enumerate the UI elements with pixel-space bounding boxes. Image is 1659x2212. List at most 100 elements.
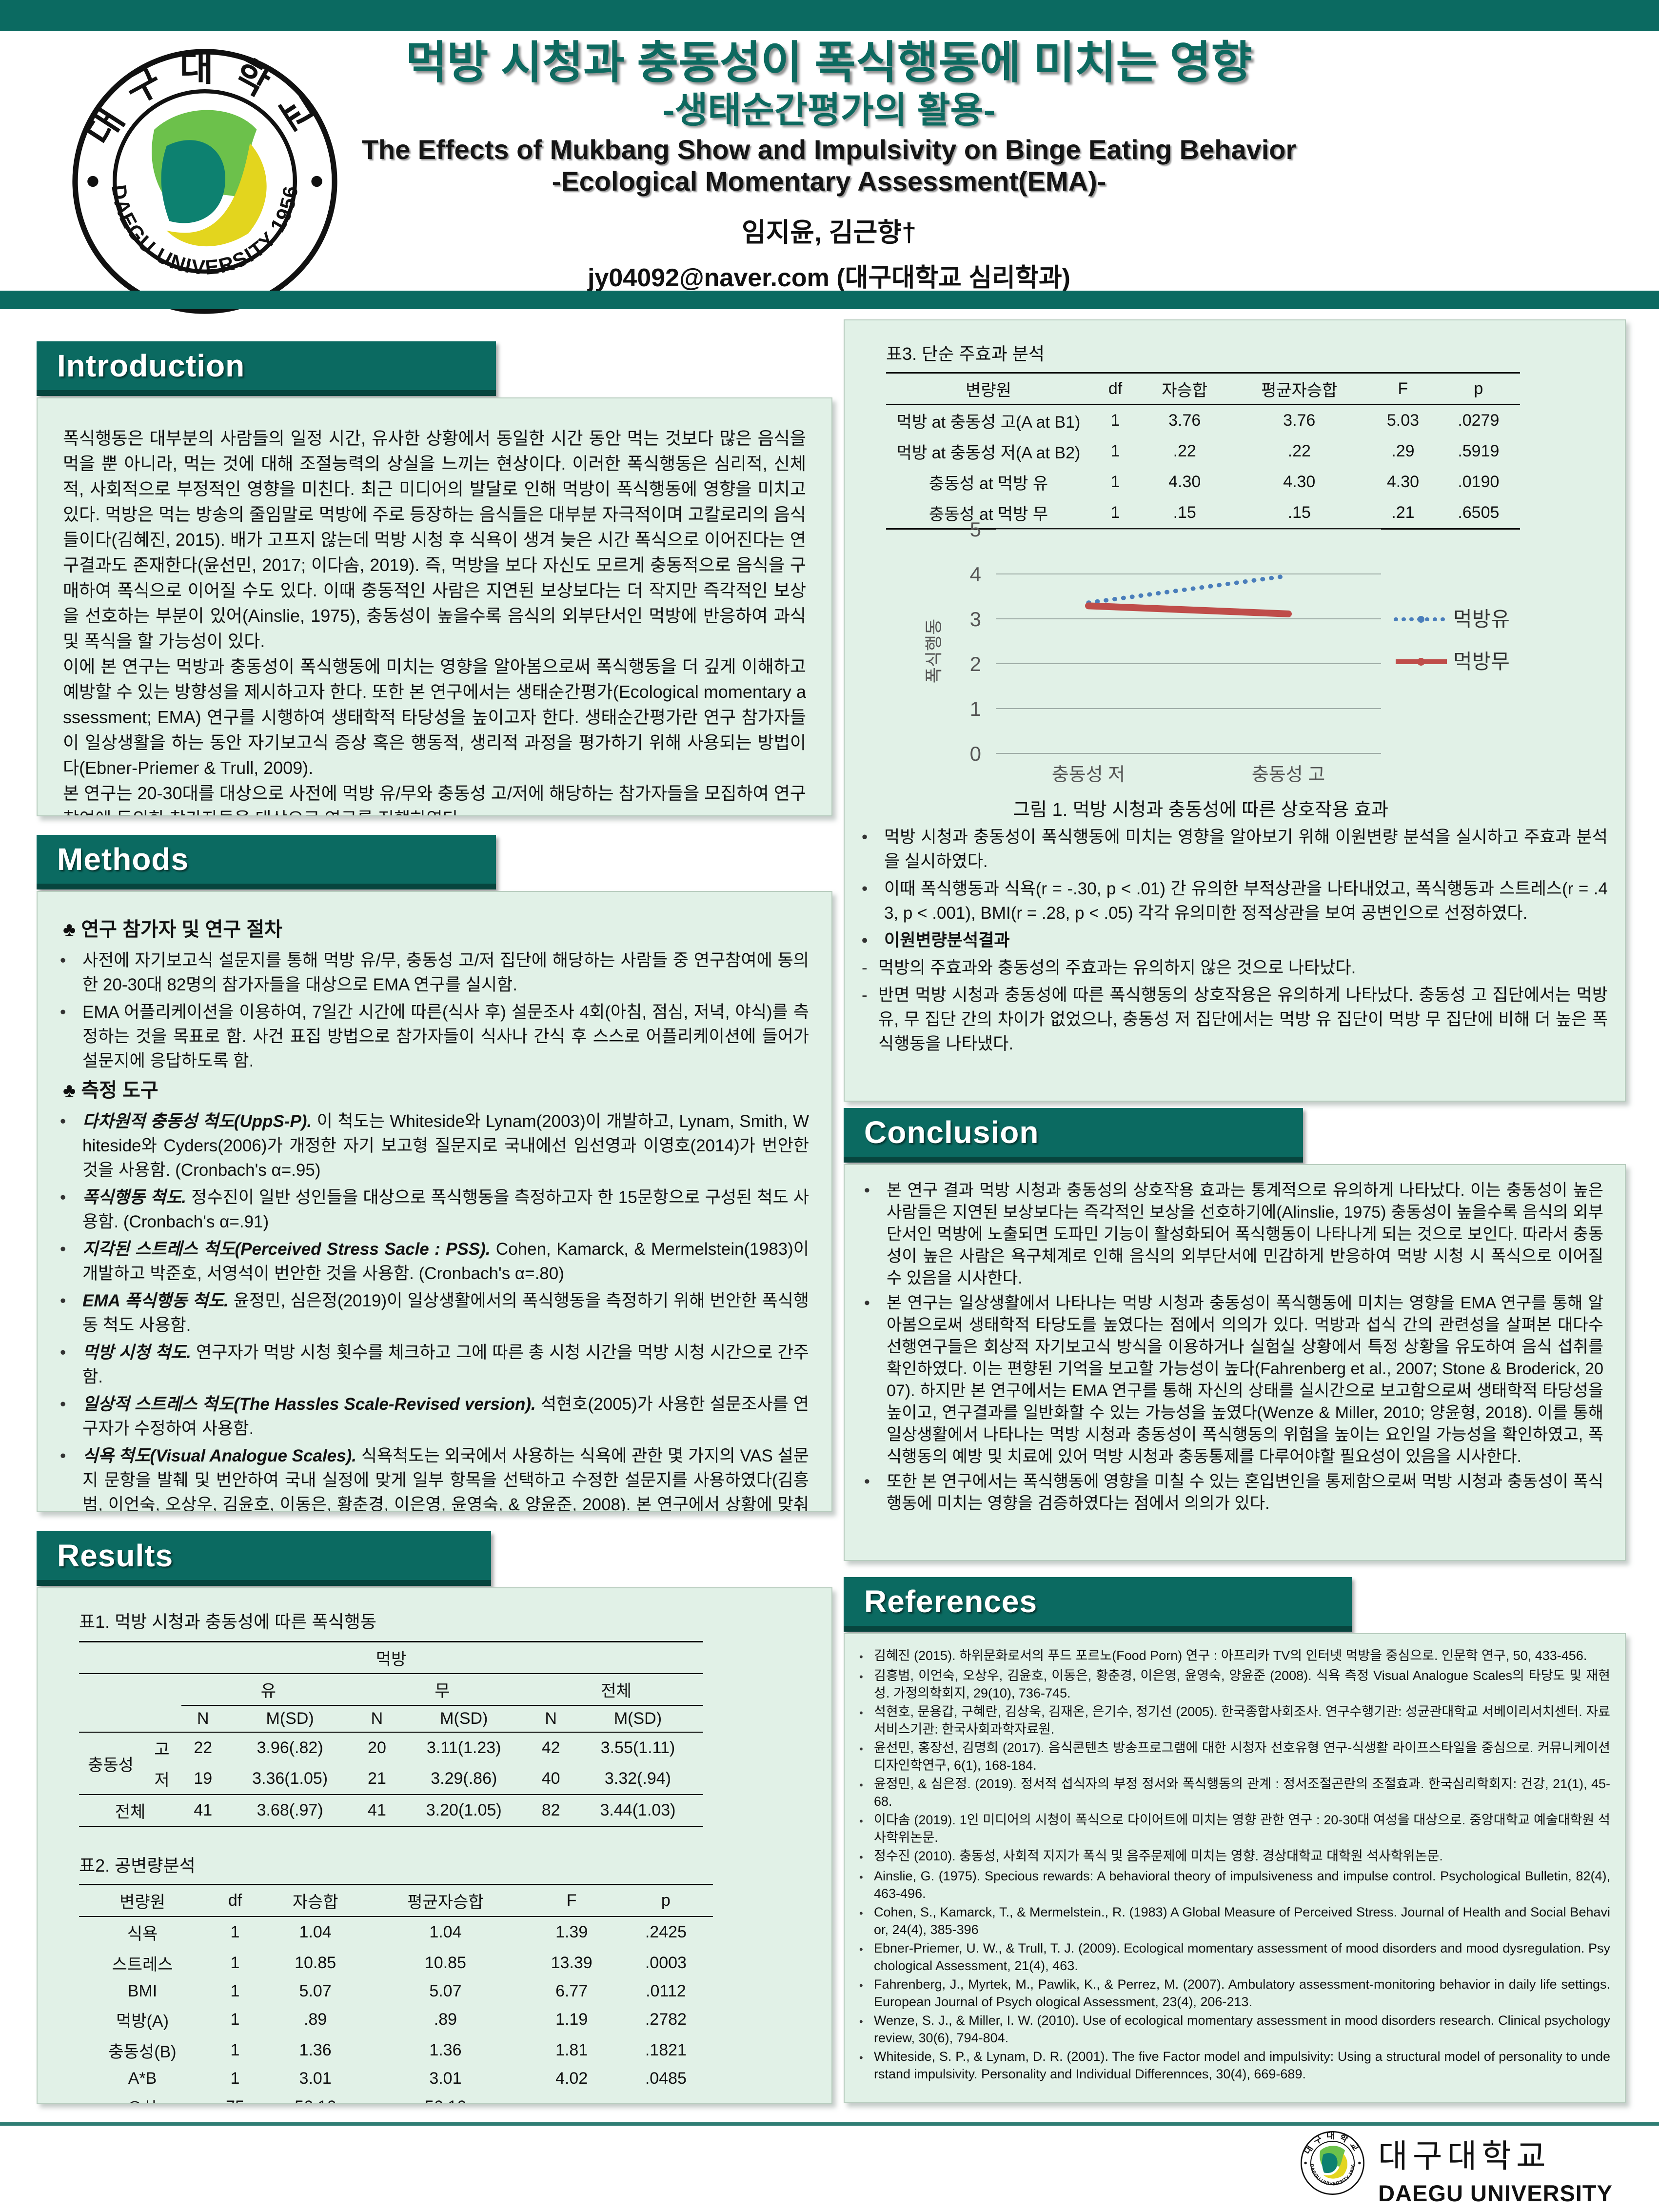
table2-caption: 표2. 공변량분석 bbox=[79, 1856, 196, 1876]
list-item: - 반면 먹방 시청과 충동성에 따른 폭식행동의 상호작용은 유의하게 나타났… bbox=[862, 983, 1608, 1056]
reference-text: 김혜진 (2015). 하위문화로서의 푸드 포르노(Food Porn) 연구… bbox=[874, 1648, 1587, 1663]
reference-item: • Wenze, S. J., & Miller, I. W. (2010). U… bbox=[859, 2012, 1610, 2047]
section-header-results: Results bbox=[37, 1531, 491, 1586]
svg-text:2: 2 bbox=[970, 652, 981, 675]
bullet-icon: • bbox=[859, 2052, 863, 2064]
section-header-methods: Methods bbox=[37, 835, 496, 889]
poster-subtitle-korean: -생태순간평가의 활용- bbox=[662, 90, 996, 131]
table-row: 충동성 at 먹방 무 1.15.15.21.6505 bbox=[886, 497, 1520, 530]
bullet-icon: • bbox=[60, 1188, 66, 1207]
table-row: 충동성(B) 1 1.36 1.36 1.81.1821 bbox=[108, 2041, 687, 2061]
bullet-text: 먹방 시청 척도. 연구자가 먹방 시청 횟수를 체크하고 그에 따른 총 시청… bbox=[82, 1343, 810, 1386]
table-row: 스트레스 1 10.85 10.85 13.39.0003 bbox=[112, 1954, 687, 1974]
reference-item: • 석현호, 문용갑, 구혜란, 김상욱, 김재온, 은기수, 정기선 (2005… bbox=[859, 1703, 1610, 1738]
section-title: Conclusion bbox=[864, 1115, 1039, 1150]
bullet-text: 폭식행동 척도. 정수진이 일반 성인들을 대상으로 폭식행동을 측정하고자 한… bbox=[82, 1188, 809, 1231]
table-row: 변량원 df 자승합 평균자승합 F p bbox=[886, 372, 1520, 405]
methods-panel: ♣ 연구 참가자 및 연구 절차 • 사전에 자기보고식 설문지를 통해 먹방 … bbox=[37, 891, 832, 1512]
bullet-icon: • bbox=[60, 1003, 66, 1022]
references-panel: • 김혜진 (2015). 하위문화로서의 푸드 포르노(Food Porn) 연… bbox=[844, 1633, 1626, 2103]
svg-text:3: 3 bbox=[970, 608, 981, 631]
reference-text: 윤선민, 홍장선, 김명희 (2017). 음식콘텐츠 방송프로그램에 대한 시… bbox=[874, 1740, 1610, 1773]
interaction-chart: 0 1 2 3 4 5 폭식행동 충동성 저 충동성 고 먹방유 bbox=[924, 518, 1510, 785]
reference-text: 김흥범, 이언숙, 오상우, 김윤호, 이동은, 황춘경, 이은영, 윤영숙, … bbox=[874, 1668, 1610, 1700]
svg-text:1: 1 bbox=[970, 697, 981, 720]
bullet-icon: • bbox=[859, 1815, 863, 1827]
reference-text: Fahrenberg, J., Myrtek, M., Pawlik, K., … bbox=[874, 1977, 1610, 2009]
reference-text: Cohen, S., Kamarck, T., & Mermelstein., … bbox=[874, 1905, 1610, 1937]
table-row: 오차7556.1656.16 bbox=[79, 2092, 713, 2103]
bullet-icon: • bbox=[859, 1943, 863, 1955]
bullet-icon: • bbox=[859, 1651, 863, 1663]
authors: 임지윤, 김근향† bbox=[741, 217, 917, 247]
table-row: 저 19 3.36(1.05) 21 3.29(.86) 40 3.32(.94… bbox=[79, 1763, 703, 1795]
footer-university-logo: 대구대학교 DAEGU UNIVERSITY DAEGU UNIVERSITY bbox=[1300, 2130, 1613, 2212]
footer-divider-line bbox=[0, 2122, 1659, 2126]
series-mukbang-no-line bbox=[1085, 602, 1292, 617]
list-item: • 식욕 척도(Visual Analogue Scales). 식욕척도는 외… bbox=[60, 1444, 809, 1512]
reference-item: • Ainslie, G. (1975). Specious rewards: A… bbox=[859, 1867, 1610, 1902]
reference-item: • Cohen, S., Kamarck, T., & Mermelstein.,… bbox=[859, 1903, 1610, 1938]
results-panel: 표1. 먹방 시청과 충동성에 따른 폭식행동 먹방 유 무 전체 N M(SD… bbox=[37, 1587, 832, 2104]
list-item: - 먹방의 주효과와 충동성의 주효과는 유의하지 않은 것으로 나타났다. bbox=[862, 956, 1608, 980]
list-item: • 지각된 스트레스 척도(Perceived Stress Sacle : P… bbox=[60, 1237, 809, 1286]
bullet-icon: • bbox=[859, 1907, 863, 1919]
table-row: N M(SD) N M(SD) N M(SD) bbox=[79, 1705, 703, 1733]
measures-bullet-list: • 다차원적 충동성 척도(UppS-P). 이 척도는 Whiteside와 … bbox=[60, 1109, 809, 1512]
subheading-label: 측정 도구 bbox=[81, 1080, 158, 1101]
introduction-panel: 폭식행동은 대부분의 사람들의 일정 시간, 유사한 상황에서 동일한 시간 동… bbox=[37, 397, 832, 816]
table-row: 충동성 고 22 3.96(.82) 20 3.11(1.23) 42 3.55… bbox=[79, 1732, 703, 1795]
bullet-icon: • bbox=[862, 879, 868, 898]
list-item: • EMA 어플리케이션을 이용하여, 7일간 시간에 따른(식사 후) 설문조… bbox=[60, 1000, 809, 1073]
bullet-icon: • bbox=[859, 1779, 863, 1791]
reference-item: • Whiteside, S. P., & Lynam, D. R. (2001)… bbox=[859, 2048, 1610, 2083]
reference-text: Wenze, S. J., & Miller, I. W. (2010). Us… bbox=[874, 2013, 1610, 2045]
intro-paragraph: 본 연구는 20-30대를 대상으로 사전에 먹방 유/무와 충동성 고/저에 … bbox=[63, 783, 806, 815]
analysis-bullet-list: • 먹방 시청과 충동성이 폭식행동에 미치는 영향을 알아보기 위해 이원변량… bbox=[862, 825, 1608, 1059]
y-axis-title: 폭식행동 bbox=[924, 619, 944, 683]
footer-univ-korean: 대구대학교 bbox=[1378, 2139, 1551, 2174]
reference-item: • 정수진 (2010). 충동성, 사회적 지지가 폭식 및 음주문제에 미치는… bbox=[859, 1847, 1610, 1866]
list-item: • 본 연구 결과 먹방 시청과 충동성의 상호작용 효과는 통계적으로 유의하… bbox=[864, 1180, 1603, 1289]
bullet-icon: • bbox=[60, 1343, 66, 1362]
subheading-label: 연구 참가자 및 연구 절차 bbox=[81, 919, 282, 940]
bullet-icon: • bbox=[859, 1851, 863, 1863]
table-row: 변량원 df 자승합 평균자승합 F p bbox=[79, 1884, 713, 1917]
svg-text:0: 0 bbox=[970, 742, 981, 765]
bullet-icon: • bbox=[859, 1707, 863, 1719]
reference-text: 윤정민, & 심은정. (2019). 정서적 섭식자의 부정 정서와 폭식행동… bbox=[874, 1777, 1610, 1809]
participants-bullet-list: • 사전에 자기보고식 설문지를 통해 먹방 유/무, 충동성 고/저 집단에 … bbox=[60, 948, 809, 1073]
svg-text:충동성 고: 충동성 고 bbox=[1252, 765, 1325, 785]
reference-item: • Ebner-Priemer, U. W., & Trull, T. J. (2… bbox=[859, 1939, 1610, 1975]
reference-text: Ainslie, G. (1975). Specious rewards: A … bbox=[874, 1869, 1610, 1901]
section-title: Methods bbox=[57, 842, 189, 877]
bullet-icon: • bbox=[60, 1291, 66, 1310]
reference-text: 정수진 (2010). 충동성, 사회적 지지가 폭식 및 음주문제에 미치는 … bbox=[874, 1849, 1443, 1863]
reference-item: • Fahrenberg, J., Myrtek, M., Pawlik, K.,… bbox=[859, 1975, 1610, 2011]
y-axis-ticks: 0 1 2 3 4 5 bbox=[970, 518, 981, 765]
table-row: BMI 1 5.07 5.07 6.77.0112 bbox=[127, 1982, 686, 2000]
reference-item: • 윤선민, 홍장선, 김명희 (2017). 음식콘텐츠 방송프로그램에 대한 … bbox=[859, 1739, 1610, 1774]
table-row: 전체 41 3.68(.97) 41 3.20(1.05) 82 3.44(1.… bbox=[79, 1795, 703, 1827]
bullet-icon: • bbox=[60, 1395, 66, 1414]
dash-icon: - bbox=[862, 958, 868, 977]
bullet-icon: • bbox=[859, 1743, 863, 1755]
table1-caption: 표1. 먹방 시청과 충동성에 따른 폭식행동 bbox=[79, 1612, 376, 1632]
legend-label: 먹방무 bbox=[1453, 650, 1510, 673]
section-title: Results bbox=[57, 1538, 174, 1573]
section-header-introduction: Introduction bbox=[37, 341, 496, 396]
reference-item: • 김혜진 (2015). 하위문화로서의 푸드 포르노(Food Porn) 연… bbox=[859, 1647, 1610, 1666]
bullet-text: 본 연구는 일상생활에서 나타나는 먹방 시청과 충동성이 폭식행동에 미치는 … bbox=[887, 1294, 1603, 1466]
list-item: • 먹방 시청 척도. 연구자가 먹방 시청 횟수를 체크하고 그에 따른 총 … bbox=[60, 1341, 809, 1389]
list-item: • 먹방 시청과 충동성이 폭식행동에 미치는 영향을 알아보기 위해 이원변량… bbox=[862, 825, 1608, 874]
table-row: 충동성 at 먹방 유 1 4.30 4.30 4.30.0190 bbox=[928, 473, 1500, 493]
series-mukbang-yes-line bbox=[1086, 573, 1291, 605]
section-title: Introduction bbox=[57, 348, 245, 383]
bullet-text: 본 연구 결과 먹방 시청과 충동성의 상호작용 효과는 통계적으로 유의하게 … bbox=[887, 1181, 1603, 1287]
bullet-icon: • bbox=[864, 1294, 870, 1312]
poster-header: 먹방 시청과 충동성이 폭식행동에 미치는 영향 -생태순간평가의 활용- Th… bbox=[244, 38, 1414, 294]
intro-paragraph: 폭식행동은 대부분의 사람들의 일정 시간, 유사한 상황에서 동일한 시간 동… bbox=[63, 428, 806, 651]
bullet-text: 식욕 척도(Visual Analogue Scales). 식욕척도는 외국에… bbox=[82, 1446, 809, 1512]
poster-title-korean: 먹방 시청과 충동성이 폭식행동에 미치는 영향 bbox=[406, 38, 1252, 88]
